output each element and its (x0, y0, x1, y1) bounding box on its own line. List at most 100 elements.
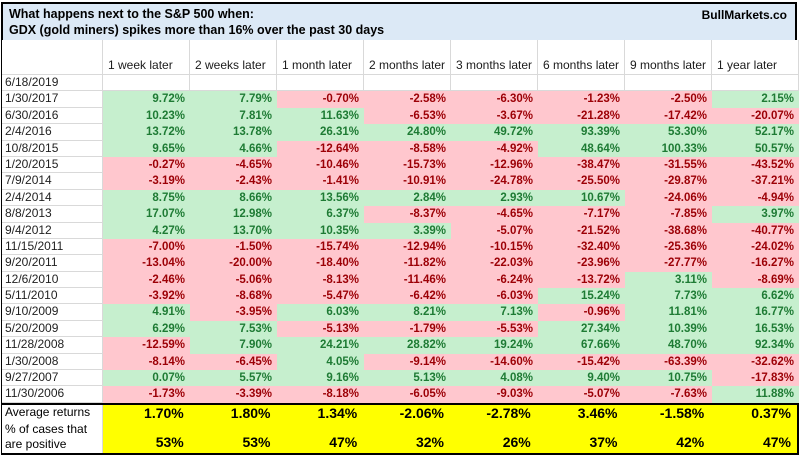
row-date: 5/11/2010 (2, 288, 103, 305)
return-cell: 26.31% (277, 124, 364, 141)
summary-value: 3.46% (536, 404, 624, 421)
return-cell: -21.28% (538, 107, 625, 125)
return-cell: -2.58% (364, 91, 451, 108)
table-row: 1/30/2008 -8.14% -6.45% 4.05% -9.14% -14.60% -… (2, 353, 799, 371)
return-cell: 13.78% (190, 124, 277, 141)
row-date: 9/20/2011 (2, 255, 103, 272)
return-cell: -6.42% (364, 288, 451, 305)
column-header: 1 week later (103, 40, 190, 75)
return-cell (625, 75, 712, 92)
table-row: 6/30/2016 10.23% 7.81% 11.63% -6.53% -3.67% -2… (2, 107, 799, 125)
summary-value: 53% (189, 420, 277, 453)
column-header: 9 months later (625, 40, 712, 75)
return-cell: 27.34% (538, 320, 625, 338)
return-cell: 92.34% (712, 337, 799, 354)
return-cell: 4.05% (277, 353, 364, 371)
return-cell: -6.45% (190, 353, 277, 371)
return-cell: 6.29% (103, 320, 190, 338)
row-date: 11/30/2006 (2, 386, 103, 403)
return-cell (190, 75, 277, 92)
return-cell: 24.80% (364, 124, 451, 141)
return-cell: -22.03% (451, 255, 538, 272)
return-cell: 3.11% (625, 271, 712, 289)
return-cell: -1.73% (103, 386, 190, 403)
row-date: 11/28/2008 (2, 337, 103, 354)
summary-value: 47% (276, 420, 364, 453)
average-returns-row: Average returns 1.70% 1.80% 1.34% -2.06% -2.7… (2, 404, 797, 421)
return-cell: -43.52% (712, 156, 799, 174)
return-cell: 12.98% (190, 206, 277, 223)
return-cell: 3.97% (712, 206, 799, 223)
row-date: 8/8/2013 (2, 206, 103, 223)
return-cell: 19.24% (451, 337, 538, 354)
return-cell (451, 75, 538, 92)
return-cell: 13.72% (103, 124, 190, 141)
return-cell: 7.90% (190, 337, 277, 354)
return-cell: 67.66% (538, 337, 625, 354)
return-cell: 11.88% (712, 386, 799, 403)
return-cell: 53.30% (625, 124, 712, 141)
row-date: 11/15/2011 (2, 238, 103, 256)
return-cell: -40.77% (712, 222, 799, 239)
return-cell: 8.66% (190, 189, 277, 207)
return-cell: 11.81% (625, 304, 712, 321)
return-cell (364, 75, 451, 92)
return-cell: -11.46% (364, 271, 451, 289)
table-body: 6/18/2019 1/30/2017 9.72% 7.79% -0.70% -2.58%… (2, 75, 799, 403)
return-cell: -8.14% (103, 353, 190, 371)
return-cell: -7.63% (625, 386, 712, 403)
return-cell: -5.07% (451, 222, 538, 239)
return-cell: -5.06% (190, 271, 277, 289)
row-date: 1/30/2017 (2, 91, 103, 108)
return-cell (712, 75, 799, 92)
summary-value: -1.58% (623, 404, 711, 421)
return-cell (538, 75, 625, 92)
column-header-row: 1 week later 2 weeks later 1 month later 2 … (2, 40, 799, 75)
return-cell: 6.62% (712, 288, 799, 305)
return-cell: 4.27% (103, 222, 190, 239)
return-cell: -13.72% (538, 271, 625, 289)
return-cell: -9.03% (451, 386, 538, 403)
return-cell: 52.17% (712, 124, 799, 141)
page-title-line1: What happens next to the S&P 500 when: (9, 7, 254, 21)
table-row: 6/18/2019 (2, 75, 799, 92)
table-row: 9/10/2009 4.91% -3.95% 6.03% 8.21% 7.13% -0.96… (2, 304, 799, 321)
return-cell: 49.72% (451, 124, 538, 141)
summary-label: % of cases that are positive (2, 420, 103, 453)
return-cell: 48.70% (625, 337, 712, 354)
table-row: 11/15/2011 -7.00% -1.50% -15.74% -12.94% -10.… (2, 238, 799, 256)
table-row: 9/20/2011 -13.04% -20.00% -18.40% -11.82% -22… (2, 255, 799, 272)
return-cell: 6.37% (277, 206, 364, 223)
return-cell: -8.37% (364, 206, 451, 223)
return-cell: -4.65% (190, 156, 277, 174)
return-cell: 8.21% (364, 304, 451, 321)
table-row: 1/30/2017 9.72% 7.79% -0.70% -2.58% -6.30% -1.… (2, 91, 799, 108)
table-row: 11/30/2006 -1.73% -3.39% -8.18% -6.05% -9.03%… (2, 386, 799, 403)
table-row: 2/4/2014 8.75% 8.66% 13.56% 2.84% 2.93% 10.67%… (2, 189, 799, 207)
return-cell: 7.53% (190, 320, 277, 338)
return-cell: -7.00% (103, 238, 190, 256)
return-cell: 8.75% (103, 189, 190, 207)
return-cell: -5.53% (451, 320, 538, 338)
table-row: 2/4/2016 13.72% 13.78% 26.31% 24.80% 49.72% 93… (2, 124, 799, 141)
return-cell: -15.42% (538, 353, 625, 371)
return-cell: 5.13% (364, 370, 451, 387)
column-header: 1 year later (712, 40, 799, 75)
return-cell: 11.63% (277, 107, 364, 125)
return-cell: 7.81% (190, 107, 277, 125)
return-cell: 6.03% (277, 304, 364, 321)
column-header: 3 months later (451, 40, 538, 75)
row-date: 9/4/2012 (2, 222, 103, 239)
row-date: 2/4/2014 (2, 189, 103, 207)
return-cell: -5.13% (277, 320, 364, 338)
return-cell: 10.75% (625, 370, 712, 387)
return-cell: -4.94% (712, 189, 799, 207)
return-cell: 2.93% (451, 189, 538, 207)
summary-value: 32% (363, 420, 450, 453)
row-date: 6/18/2019 (2, 75, 103, 92)
return-cell: -8.18% (277, 386, 364, 403)
return-cell (277, 75, 364, 92)
return-cell: 13.56% (277, 189, 364, 207)
row-date: 2/4/2016 (2, 124, 103, 141)
return-cell: 2.15% (712, 91, 799, 108)
